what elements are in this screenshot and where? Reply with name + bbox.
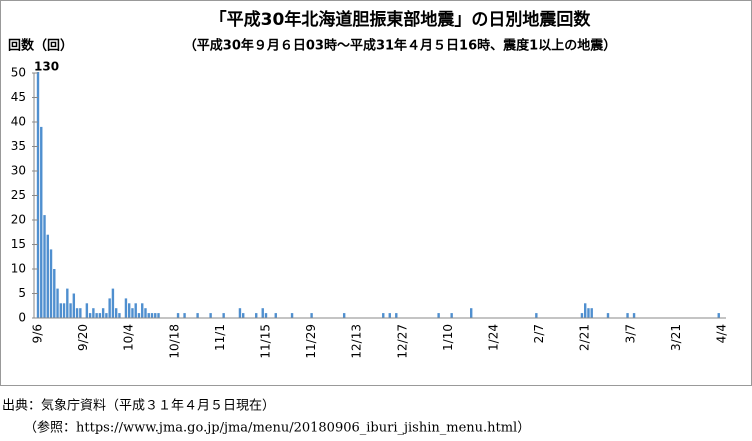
- x-tick-label: 2/7: [532, 324, 546, 343]
- x-tick-label: 3/21: [669, 324, 683, 351]
- bar: [124, 298, 128, 318]
- bar: [535, 313, 538, 318]
- bar: [53, 269, 56, 318]
- x-tick-label: 11/29: [304, 324, 318, 359]
- bar: [154, 313, 157, 318]
- bar: [342, 313, 346, 318]
- bar: [66, 288, 69, 318]
- x-tick-label: 10/4: [122, 324, 136, 351]
- x-tick-label: 2/21: [578, 324, 592, 351]
- bar: [105, 313, 108, 318]
- bar: [75, 308, 79, 318]
- bar: [255, 313, 258, 318]
- x-tick-label: 9/20: [76, 324, 90, 351]
- bar: [626, 313, 629, 318]
- bar: [141, 303, 144, 318]
- x-tick-label: 12/27: [395, 324, 409, 359]
- x-tick-label: 9/6: [31, 324, 45, 343]
- y-tick-label: 50: [11, 66, 26, 80]
- bar: [88, 313, 92, 318]
- bar: [114, 308, 118, 318]
- bar: [238, 308, 242, 318]
- bar: [79, 308, 82, 318]
- y-tick-label: 45: [11, 90, 26, 104]
- bar: [310, 313, 313, 318]
- bar: [580, 313, 584, 318]
- bar: [717, 313, 720, 318]
- bar: [388, 313, 391, 318]
- bar: [196, 313, 199, 318]
- bar: [128, 303, 131, 318]
- y-tick-label: 15: [11, 237, 26, 251]
- bar: [450, 313, 453, 318]
- x-tick-label: 1/10: [441, 324, 455, 351]
- bar: [261, 308, 264, 318]
- bar: [59, 303, 62, 318]
- bar: [49, 249, 53, 318]
- bar: [176, 313, 180, 318]
- bar: [264, 313, 268, 318]
- chart-subtitle: （平成30年９月６日03時～平成31年４月５日16時、震度1以上の地震）: [184, 38, 616, 54]
- bar: [587, 308, 590, 318]
- bar: [382, 313, 385, 318]
- bar: [92, 308, 95, 318]
- x-tick-label: 11/15: [259, 324, 273, 359]
- x-tick-label: 10/18: [167, 324, 181, 359]
- data-label: 130: [34, 60, 59, 74]
- bar: [95, 313, 98, 318]
- bar: [584, 303, 587, 318]
- bar: [111, 288, 115, 318]
- bar: [134, 303, 137, 318]
- y-tick-label: 10: [11, 262, 26, 276]
- bar: [183, 313, 186, 318]
- x-tick-label: 1/24: [487, 324, 501, 351]
- bar: [62, 303, 66, 318]
- bar: [242, 313, 245, 318]
- y-tick-label: 40: [11, 115, 26, 129]
- bar: [147, 313, 150, 318]
- y-tick-label: 30: [11, 164, 26, 178]
- bar: [209, 313, 212, 318]
- bar: [437, 313, 440, 318]
- bar: [43, 215, 46, 318]
- x-tick-label: 3/7: [623, 324, 637, 343]
- bar: [395, 313, 398, 318]
- bar: [274, 313, 277, 318]
- y-tick-label: 0: [18, 311, 26, 325]
- y-tick-label: 25: [11, 188, 26, 202]
- bar: [101, 308, 105, 318]
- bar: [98, 313, 102, 318]
- bar: [137, 313, 141, 318]
- y-axis-label: 回数（回）: [8, 38, 73, 54]
- bar: [56, 288, 59, 318]
- bar: [606, 313, 610, 318]
- bar: [290, 313, 294, 318]
- bar: [157, 313, 160, 318]
- y-tick-label: 20: [11, 213, 26, 227]
- bar: [118, 313, 121, 318]
- bar: [470, 308, 473, 318]
- bar: [222, 313, 225, 318]
- bar: [108, 298, 111, 318]
- y-tick-label: 5: [18, 286, 26, 300]
- bar: [72, 293, 76, 318]
- chart-frame: [0, 0, 752, 386]
- x-tick-label: 12/13: [350, 324, 364, 359]
- bar: [85, 303, 89, 318]
- bar: [632, 313, 636, 318]
- source: 出典：気象庁資料（平成３１年４月５日現在）: [2, 398, 275, 414]
- x-tick-label: 11/1: [213, 324, 227, 351]
- bar: [46, 234, 49, 318]
- x-tick-label: 4/4: [715, 324, 729, 343]
- y-tick-label: 35: [11, 139, 26, 153]
- bar: [131, 308, 134, 318]
- bar: [150, 313, 154, 318]
- chart-title: 「平成30年北海道胆振東部地震」の日別地震回数: [210, 9, 592, 30]
- source: （参照：https://www.jma.go.jp/jma/menu/20180…: [24, 420, 530, 436]
- bar: [144, 308, 147, 318]
- bar: [69, 303, 72, 318]
- bar: [40, 126, 43, 319]
- bar: [590, 308, 593, 318]
